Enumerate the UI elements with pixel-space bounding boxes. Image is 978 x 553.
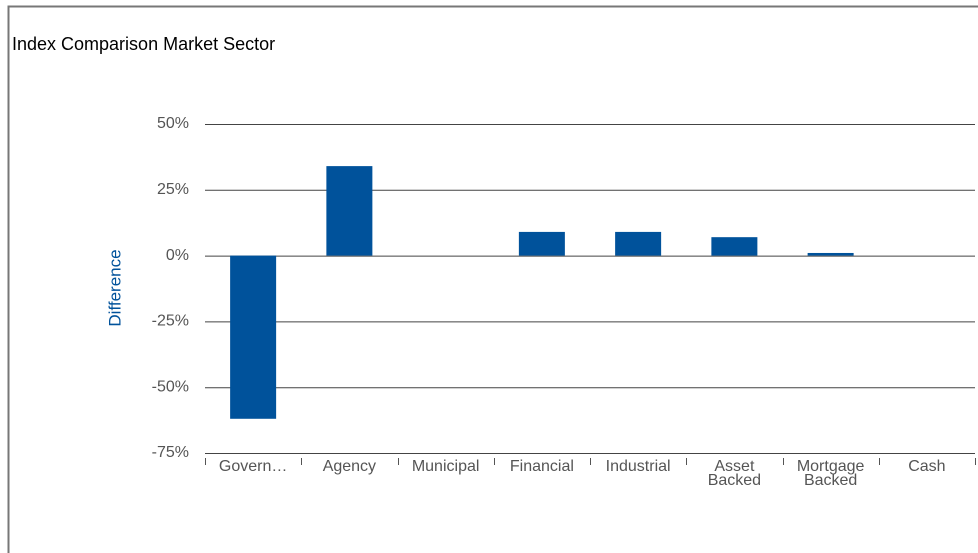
bar — [711, 237, 758, 256]
x-tick-label: Industrial — [605, 458, 671, 475]
x-tick-label: Agency — [322, 458, 377, 475]
x-tick-label: Asset Backed — [707, 458, 762, 489]
bar — [615, 231, 662, 256]
y-tick-label: -75% — [152, 444, 189, 461]
x-tick-label: Financial — [509, 458, 574, 475]
chart-title: Index Comparison Market Sector — [12, 34, 275, 54]
y-tick-label: 0% — [166, 247, 189, 264]
y-tick-label: 25% — [157, 181, 189, 198]
bar — [230, 255, 277, 419]
bar — [326, 166, 373, 256]
y-tick-label: -25% — [152, 313, 189, 330]
x-tick-label: Cash — [908, 458, 946, 475]
y-axis-label: Difference — [105, 249, 124, 326]
x-tick-label: Govern… — [218, 458, 288, 475]
bar — [518, 231, 565, 256]
x-tick-label: Mortgage Backed — [796, 458, 865, 489]
bar — [807, 252, 854, 256]
y-tick-label: 50% — [157, 115, 189, 132]
frame — [7, 5, 978, 553]
x-tick-label: Municipal — [411, 458, 480, 475]
y-tick-label: -50% — [152, 378, 189, 395]
